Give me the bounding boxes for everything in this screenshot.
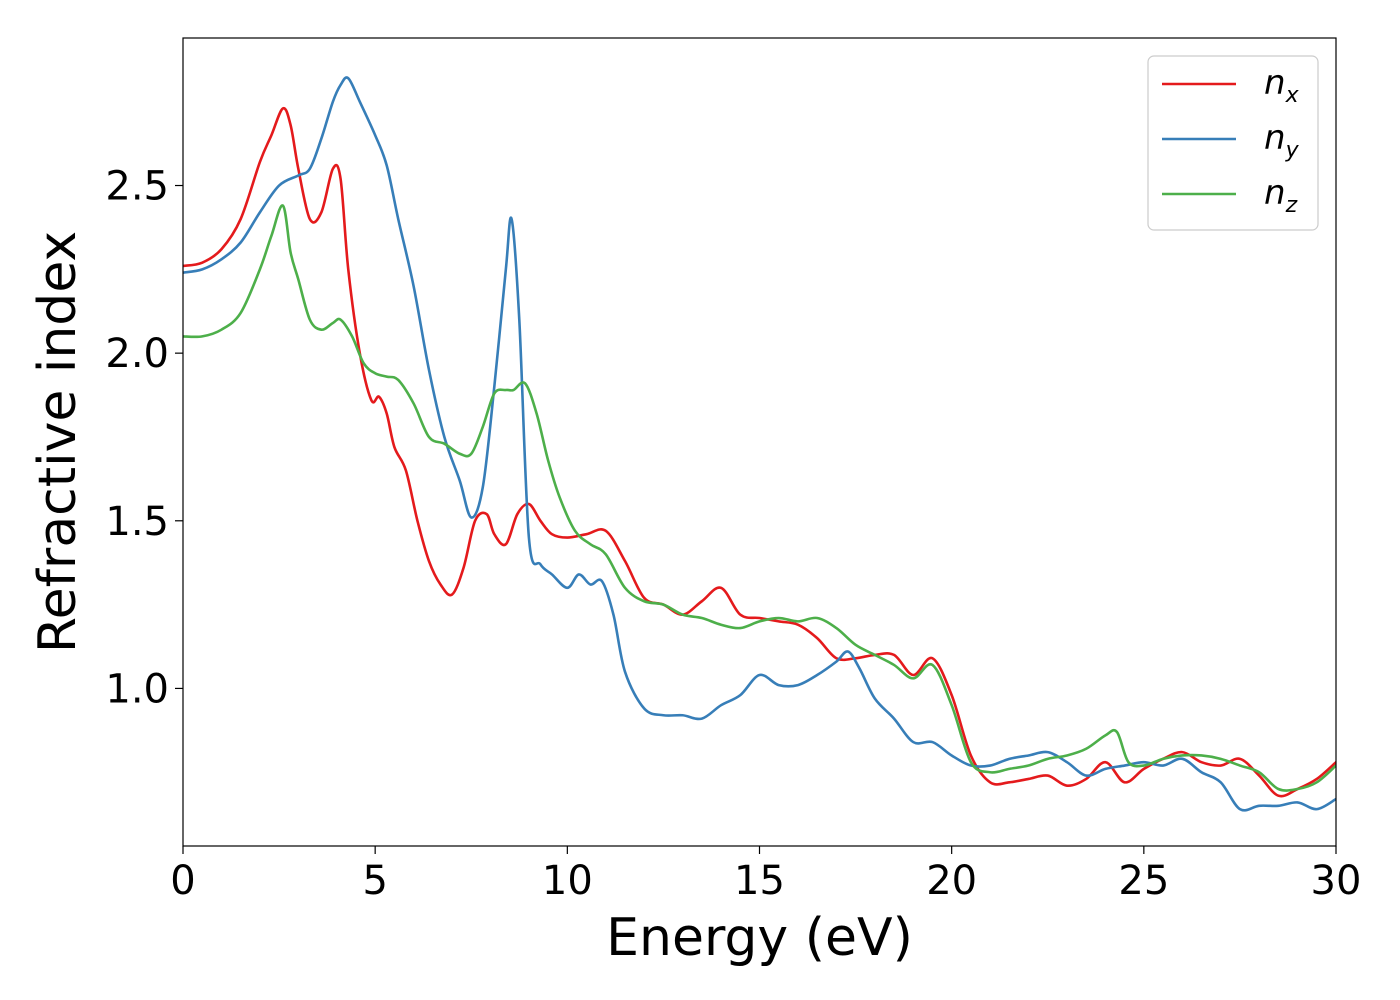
y-tick-label: 2.0: [105, 331, 169, 377]
y-axis-ticks: 1.0 1.5 2.0 2.5: [105, 164, 183, 712]
series-line-x: [183, 106, 1336, 798]
x-tick-label: 30: [1311, 858, 1362, 904]
y-tick-label: 1.5: [105, 499, 169, 545]
series-line-y: [183, 76, 1336, 812]
y-axis-label: Refractive index: [28, 231, 88, 653]
x-tick-label: 5: [362, 858, 387, 904]
x-tick-label: 0: [170, 858, 195, 904]
y-tick-label: 2.5: [105, 164, 169, 210]
y-tick-label: 1.0: [105, 666, 169, 712]
legend-label-z: nz: [1264, 173, 1298, 218]
x-axis-ticks: 0 5 10 15 20 25 30: [170, 846, 1361, 904]
legend: nx ny nz: [1147, 55, 1319, 231]
series-line-z: [183, 204, 1336, 792]
x-axis-label: Energy (eV): [606, 908, 913, 968]
x-tick-label: 25: [1118, 858, 1169, 904]
series-layer: [183, 76, 1336, 812]
legend-box: [1147, 55, 1319, 231]
legend-label-x: nx: [1264, 63, 1300, 108]
x-tick-label: 10: [542, 858, 593, 904]
x-tick-label: 20: [926, 858, 977, 904]
legend-label-y: ny: [1264, 118, 1300, 163]
x-tick-label: 15: [734, 858, 785, 904]
